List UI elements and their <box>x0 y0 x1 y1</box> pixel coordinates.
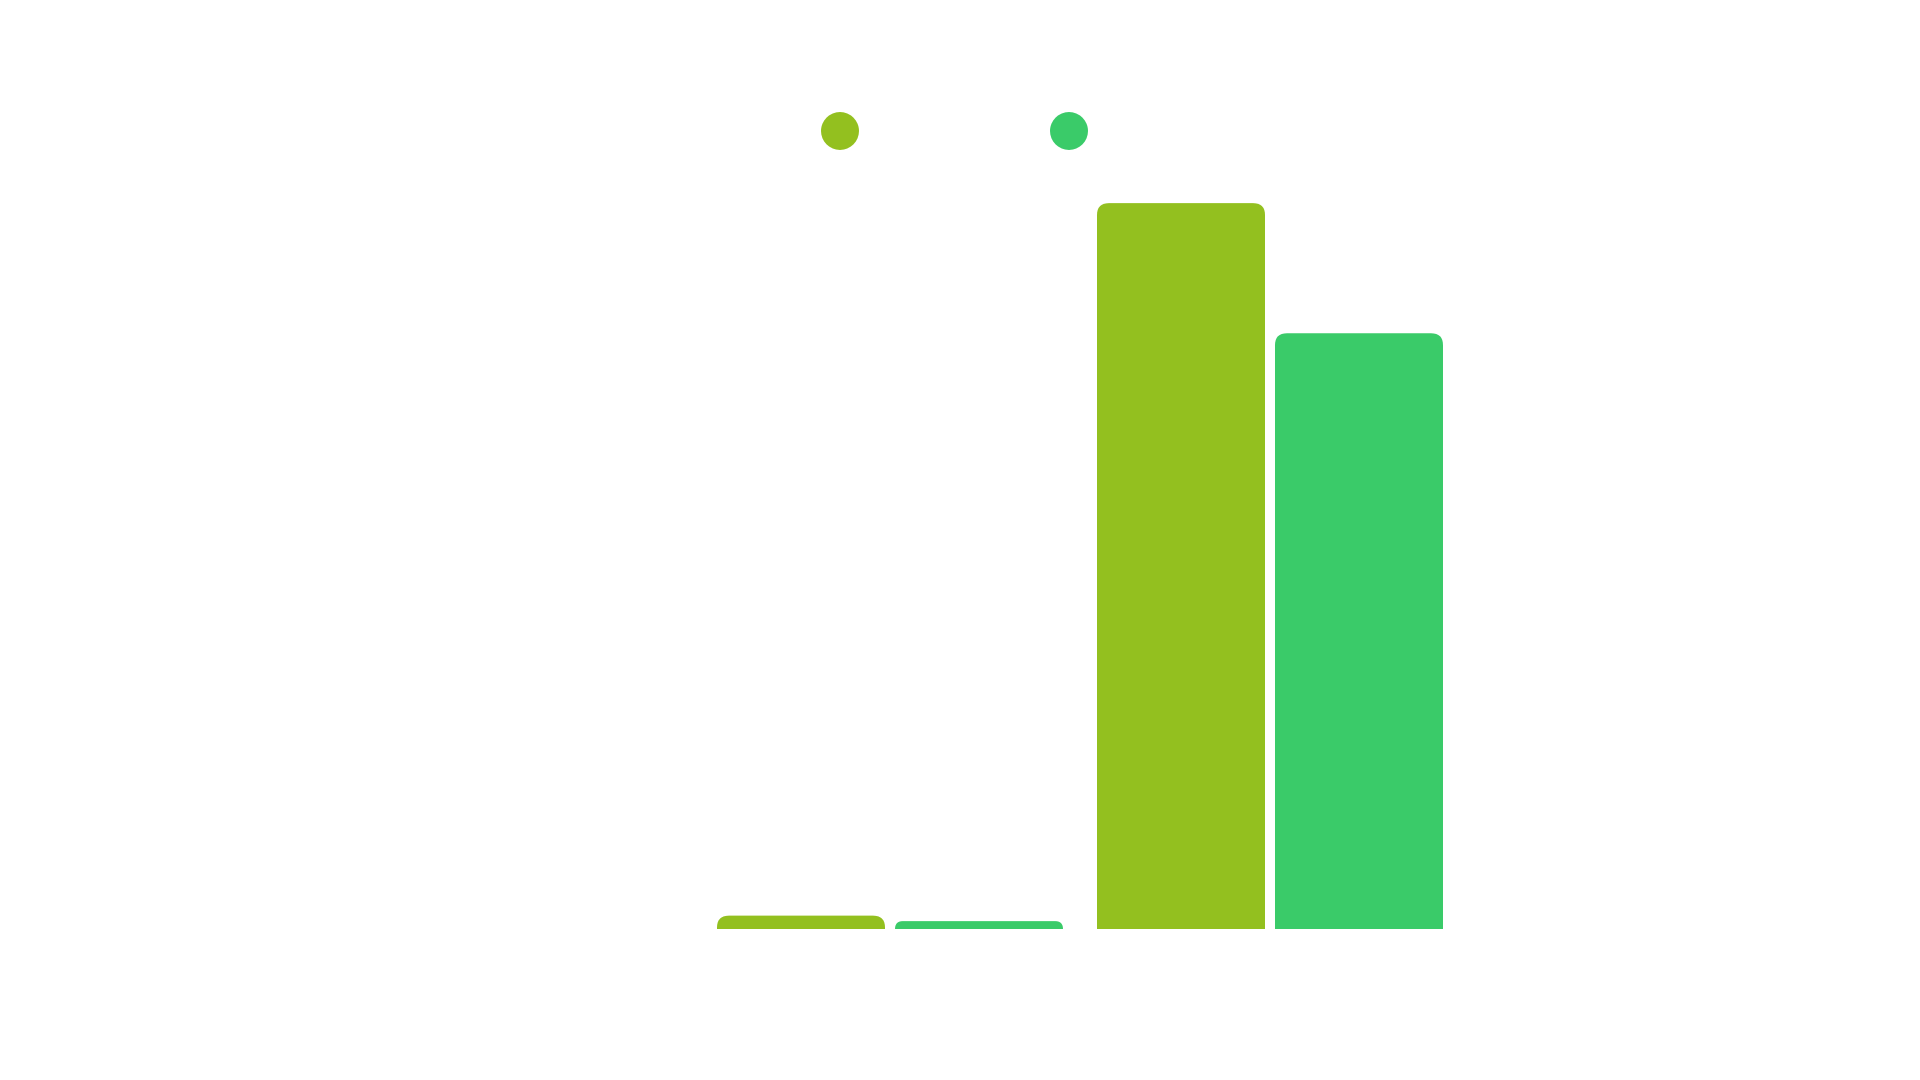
bar-series-1-category-2[interactable] <box>1097 203 1265 929</box>
legend-marker-series-2 <box>1050 112 1088 150</box>
chart-legend <box>0 112 1920 150</box>
legend-marker-series-1 <box>821 112 859 150</box>
bars-layer <box>717 203 1443 929</box>
bar-series-2-category-2[interactable] <box>1275 333 1443 929</box>
legend-item-series-1[interactable] <box>821 112 870 150</box>
bar-series-2-category-1[interactable] <box>895 921 1063 929</box>
legend-item-series-2[interactable] <box>1050 112 1099 150</box>
bar-series-1-category-1[interactable] <box>717 915 885 929</box>
